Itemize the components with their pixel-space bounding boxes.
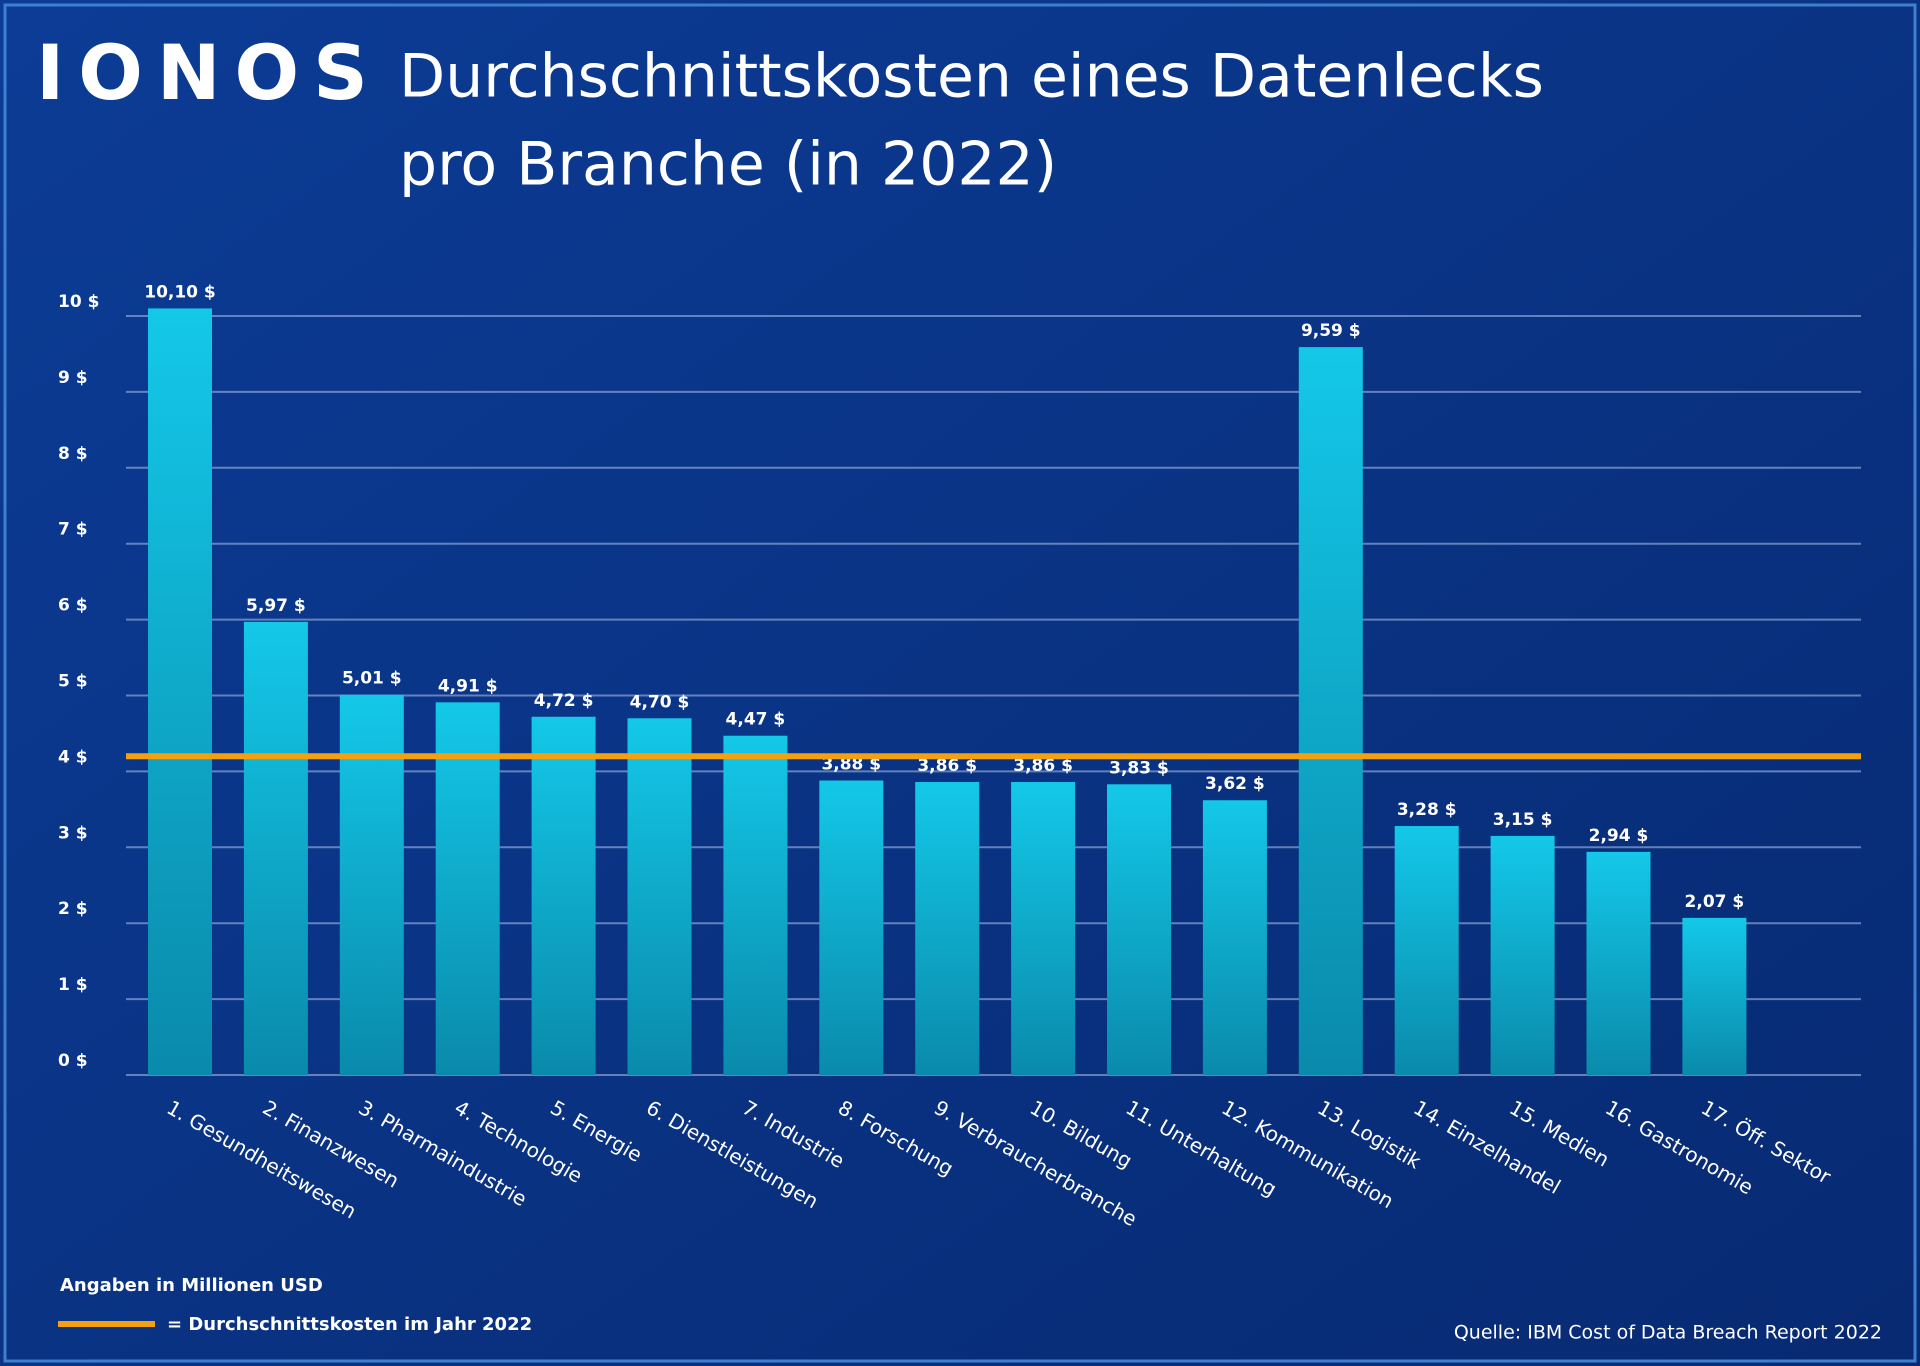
bar: [1682, 917, 1747, 1075]
value-label: 5,97 $: [246, 596, 306, 616]
bar: [1490, 835, 1555, 1075]
value-label: 4,47 $: [726, 710, 786, 730]
y-tick-label: 7 $: [58, 520, 88, 540]
chart-title: Durchschnittskosten eines Datenlecks: [399, 42, 1544, 112]
legend-label: = Durchschnittskosten im Jahr 2022: [167, 1314, 532, 1335]
bar: [1202, 800, 1267, 1075]
y-tick-label: 6 $: [58, 596, 88, 616]
value-label: 4,91 $: [438, 676, 498, 696]
frame: [3, 3, 1917, 1363]
bar: [723, 735, 788, 1075]
value-label: 3,15 $: [1493, 810, 1553, 830]
y-tick-label: 9 $: [58, 368, 88, 388]
y-tick-label: 5 $: [58, 672, 88, 692]
value-label: 2,07 $: [1685, 892, 1745, 912]
y-tick-label: 10 $: [58, 292, 99, 312]
bar: [915, 782, 980, 1075]
unit-note: Angaben in Millionen USD: [60, 1275, 323, 1296]
value-label: 4,70 $: [630, 692, 690, 712]
value-label: 3,28 $: [1397, 800, 1457, 820]
bar: [1298, 347, 1363, 1075]
y-tick-label: 3 $: [58, 823, 88, 843]
chart-title: pro Branche (in 2022): [399, 130, 1057, 200]
source: Quelle: IBM Cost of Data Breach Report 2…: [1454, 1322, 1882, 1344]
bar: [819, 780, 884, 1075]
bar: [1011, 782, 1076, 1075]
value-label: 4,72 $: [534, 691, 594, 711]
y-tick-label: 1 $: [58, 975, 88, 995]
value-label: 9,59 $: [1301, 321, 1361, 341]
value-label: 2,94 $: [1589, 826, 1649, 846]
bar: [148, 308, 212, 1075]
bar: [627, 718, 692, 1075]
value-label: 3,86 $: [917, 756, 977, 776]
logo: IONOS: [36, 28, 382, 117]
y-tick-label: 2 $: [58, 899, 88, 919]
bar: [531, 716, 596, 1075]
value-label: 5,01 $: [342, 669, 402, 689]
value-label: 3,86 $: [1013, 756, 1073, 776]
y-tick-label: 4 $: [58, 747, 88, 767]
y-tick-label: 0 $: [58, 1051, 88, 1071]
bar: [243, 621, 308, 1075]
bar: [1586, 851, 1651, 1075]
value-label: 3,88 $: [821, 755, 881, 775]
value-label: 3,62 $: [1205, 774, 1265, 794]
bar: [435, 702, 500, 1075]
bar: [339, 694, 404, 1075]
bar: [1394, 826, 1459, 1075]
value-label: 3,83 $: [1109, 758, 1169, 778]
value-label: 10,10 $: [144, 282, 216, 302]
bar: [1107, 784, 1171, 1075]
y-tick-label: 8 $: [58, 444, 88, 464]
